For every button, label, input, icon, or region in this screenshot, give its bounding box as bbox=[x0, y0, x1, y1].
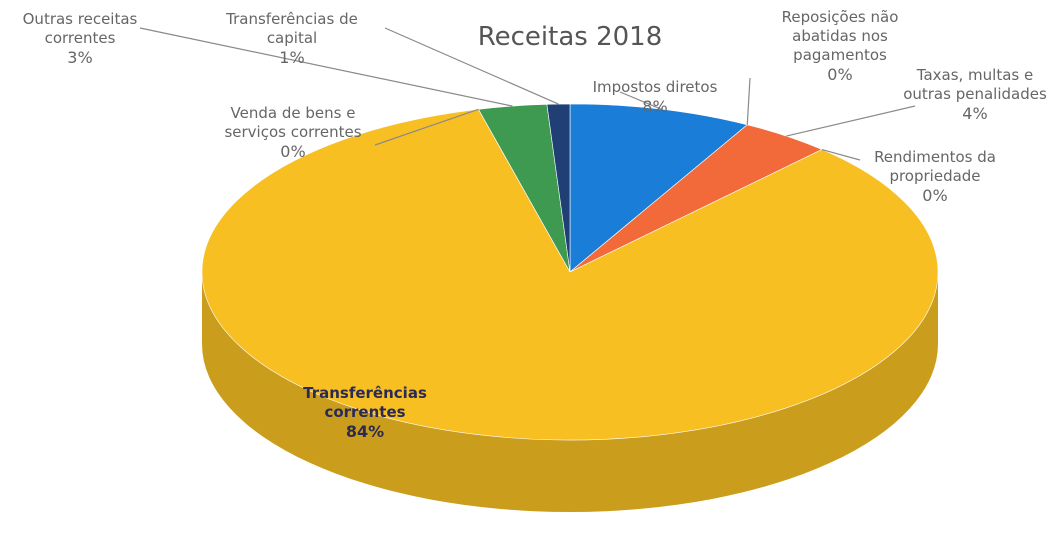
leader-line bbox=[619, 91, 662, 110]
leader-line bbox=[821, 148, 861, 161]
chart-title: Receitas 2018 bbox=[477, 22, 663, 52]
leader-line bbox=[384, 27, 559, 105]
value-label: 4% bbox=[962, 104, 988, 123]
leader-line bbox=[786, 105, 916, 137]
value-label: 0% bbox=[922, 186, 948, 205]
value-label: 84% bbox=[345, 422, 385, 441]
leader-line bbox=[746, 77, 751, 125]
category-label: Transferências de capital bbox=[226, 10, 358, 47]
data-label: Outras receitas correntes 3% bbox=[0, 10, 160, 67]
leader-line bbox=[374, 108, 479, 146]
data-label: Rendimentos da propriedade 0% bbox=[855, 148, 1015, 205]
slice-side bbox=[202, 272, 938, 512]
category-label: Taxas, multas e outras penalidades bbox=[903, 66, 1047, 103]
category-label: Transferências correntes bbox=[303, 384, 427, 421]
data-label: Transferências de capital 1% bbox=[202, 10, 382, 67]
leader-line bbox=[139, 27, 513, 107]
data-label: Impostos diretos 8% bbox=[570, 78, 740, 116]
data-label: Reposições não abatidas nos pagamentos 0% bbox=[755, 8, 925, 84]
category-label: Outras receitas correntes bbox=[22, 10, 138, 47]
category-label: Venda de bens e serviços correntes bbox=[224, 104, 362, 141]
category-label: Impostos diretos bbox=[592, 78, 718, 96]
category-label: Rendimentos da propriedade bbox=[874, 148, 996, 185]
slice bbox=[201, 108, 939, 441]
value-label: 0% bbox=[280, 142, 306, 161]
value-label: 0% bbox=[827, 65, 853, 84]
data-label: Transferências correntes 84% bbox=[280, 384, 450, 441]
value-label: 8% bbox=[642, 97, 668, 116]
data-label: Venda de bens e serviços correntes 0% bbox=[198, 104, 388, 161]
value-label: 3% bbox=[67, 48, 93, 67]
value-label: 1% bbox=[279, 48, 305, 67]
slice bbox=[546, 103, 571, 273]
category-label: Reposições não abatidas nos pagamentos bbox=[781, 8, 899, 64]
data-label: Taxas, multas e outras penalidades 4% bbox=[895, 66, 1051, 123]
